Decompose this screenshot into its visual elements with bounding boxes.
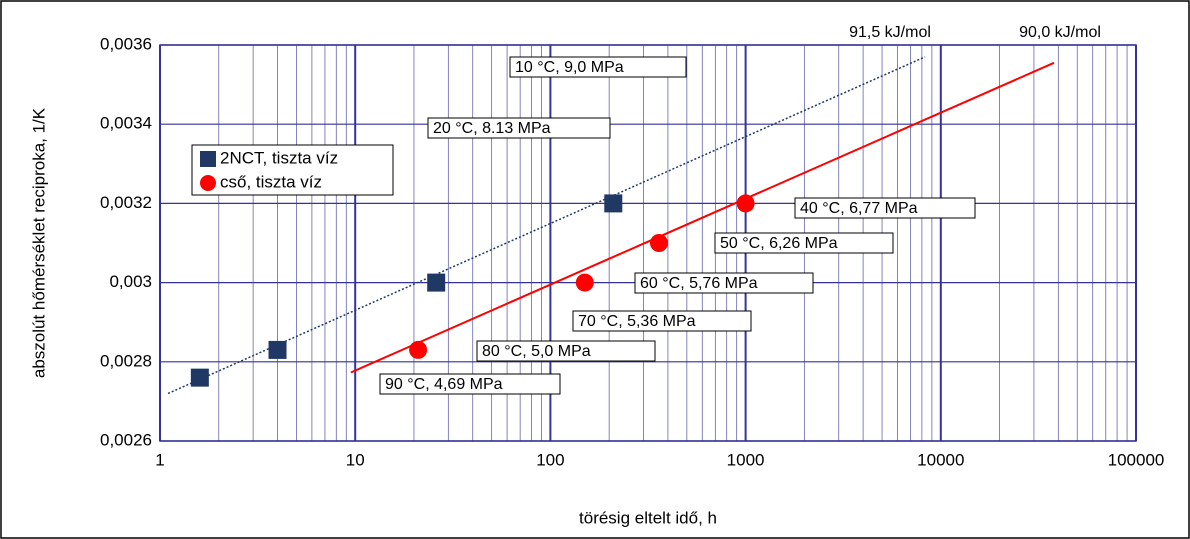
x-tick-label: 100 <box>536 450 564 469</box>
y-tick-label: 0,0036 <box>100 34 152 53</box>
annotation: 40 °C, 6,77 MPa <box>800 200 918 217</box>
point <box>736 194 755 213</box>
legend-label: 2NCT, tiszta víz <box>220 148 338 167</box>
annotation: 70 °C, 5,36 MPa <box>578 313 696 330</box>
legend-label: cső, tiszta víz <box>220 172 322 191</box>
point <box>409 340 428 359</box>
annotation: 90,0 kJ/mol <box>1019 24 1101 41</box>
y-axis-label: abszolút hőmérséklet reciproka, 1/K <box>29 107 48 378</box>
annotation-box <box>427 117 611 139</box>
x-tick-label: 100000 <box>1108 450 1165 469</box>
point <box>575 273 594 292</box>
annotation: 90 °C, 4,69 MPa <box>385 376 503 393</box>
annotation-box <box>714 232 894 254</box>
x-tick-label: 1000 <box>727 450 765 469</box>
plot-border <box>159 44 1137 442</box>
y-tick-label: 0,003 <box>109 272 152 291</box>
annotation: 50 °C, 6,26 MPa <box>720 235 838 252</box>
annotation: 20 °C, 8.13 MPa <box>433 120 551 137</box>
y-tick-label: 0,0032 <box>100 193 152 212</box>
annotation-box <box>509 56 687 78</box>
annotation-box <box>634 272 814 294</box>
trendline <box>350 61 1055 374</box>
point <box>190 368 209 387</box>
annotation: 80 °C, 5,0 MPa <box>482 343 591 360</box>
annotation-box <box>794 197 976 219</box>
annotation: 10 °C, 9,0 MPa <box>515 59 624 76</box>
y-tick-label: 0,0034 <box>100 114 152 133</box>
legend <box>191 144 394 196</box>
legend-marker <box>200 175 216 191</box>
y-tick-label: 0,0026 <box>100 430 152 449</box>
point <box>649 234 668 252</box>
x-tick-label: 10000 <box>917 450 964 469</box>
x-tick-label: 10 <box>346 450 365 469</box>
point <box>268 340 287 359</box>
annotation-box <box>379 373 561 395</box>
x-axis-label: törésig eltelt idő, h <box>579 508 717 527</box>
point <box>604 194 623 213</box>
annotation-box <box>476 340 656 362</box>
annotation: 60 °C, 5,76 MPa <box>640 275 758 292</box>
legend-marker <box>200 151 216 167</box>
annotation: 91,5 kJ/mol <box>849 24 931 41</box>
x-tick-label: 1 <box>155 450 164 469</box>
point <box>427 273 446 292</box>
y-tick-label: 0,0028 <box>100 351 152 370</box>
annotation-box <box>572 310 752 332</box>
